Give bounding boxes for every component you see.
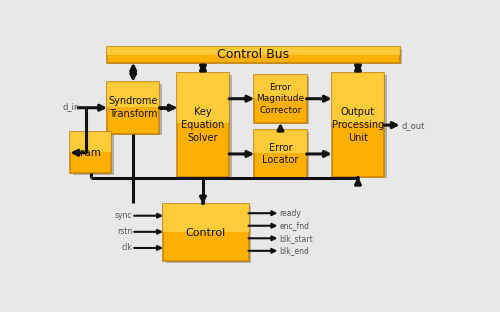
FancyBboxPatch shape [177,74,229,177]
Text: enc_fnd: enc_fnd [280,221,310,230]
Text: d_out: d_out [402,121,425,129]
FancyBboxPatch shape [332,74,384,177]
FancyBboxPatch shape [107,82,160,107]
Text: d_in: d_in [62,102,80,111]
FancyBboxPatch shape [163,204,248,261]
FancyBboxPatch shape [254,75,306,98]
FancyBboxPatch shape [110,49,403,64]
FancyBboxPatch shape [254,75,306,123]
FancyBboxPatch shape [257,132,310,180]
Text: blk_end: blk_end [280,246,310,255]
Text: Control: Control [186,228,226,238]
Text: Key
Equation
Solver: Key Equation Solver [182,107,224,143]
Text: blk_start: blk_start [280,234,313,243]
Text: Error
Locator: Error Locator [262,143,298,165]
FancyBboxPatch shape [110,84,162,135]
FancyBboxPatch shape [334,75,387,178]
Text: rstn: rstn [117,227,132,236]
FancyBboxPatch shape [70,132,111,173]
FancyBboxPatch shape [166,206,251,262]
FancyBboxPatch shape [177,74,229,123]
Text: ready: ready [280,209,301,218]
FancyBboxPatch shape [332,74,384,123]
FancyBboxPatch shape [107,47,400,55]
Text: Error
Magnitude
Corrector: Error Magnitude Corrector [256,83,304,115]
FancyBboxPatch shape [107,82,160,134]
Text: Output
Processing
Unit: Output Processing Unit [332,107,384,143]
Text: sync: sync [115,211,132,220]
Text: clk: clk [122,243,132,252]
Text: ram: ram [80,148,101,158]
Text: Syndrome
Transform: Syndrome Transform [108,96,158,119]
FancyBboxPatch shape [257,76,310,124]
FancyBboxPatch shape [254,130,306,178]
Text: Control Bus: Control Bus [218,48,290,61]
FancyBboxPatch shape [180,75,232,178]
FancyBboxPatch shape [73,134,114,175]
FancyBboxPatch shape [70,132,111,152]
FancyBboxPatch shape [163,204,248,232]
FancyBboxPatch shape [254,130,306,153]
FancyBboxPatch shape [107,47,400,63]
